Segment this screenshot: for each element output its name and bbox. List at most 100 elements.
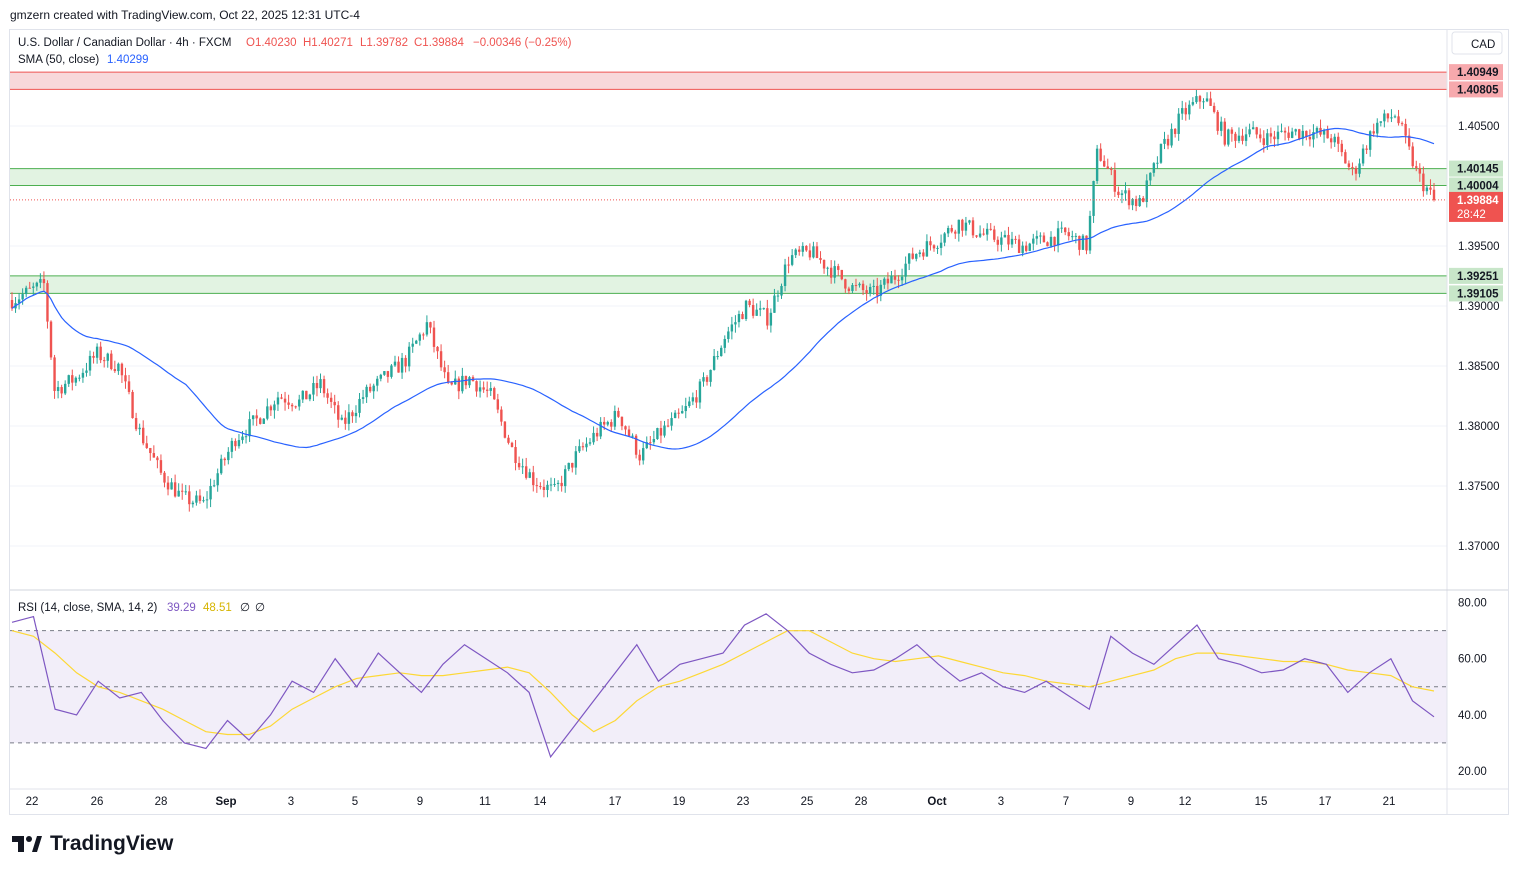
candle [478,380,482,398]
candle [1248,123,1251,138]
candle [1202,98,1205,109]
candle [42,271,46,291]
candle [677,408,680,419]
candle-body [170,482,173,490]
time-axis: 22 26 28 Sep 3 5 9 11 14 17 19 23 25 28 Oct 3 7 9 12 15 17 21 [26,796,1396,808]
support-zone [10,275,1447,294]
candle-body [556,482,560,484]
tradingview-logo-icon [12,836,42,852]
candle [1092,180,1095,223]
candle [1241,128,1244,145]
candle [159,454,163,475]
candle-body [46,283,49,322]
legend-rsi-extra2: ∅ [255,602,265,614]
candle [688,396,691,408]
candle [840,269,843,281]
candle-body [542,486,546,490]
candle [1149,172,1152,186]
candle [503,421,507,439]
candle [1166,134,1170,150]
candle [1159,143,1163,164]
currency-button[interactable] [1451,31,1503,55]
candle-body [1074,235,1078,237]
candle [1216,110,1219,135]
candle [1046,241,1049,247]
candle [649,436,652,450]
candle [63,380,67,396]
candle-body [780,286,783,296]
candle-body [868,286,872,294]
candle [510,441,514,448]
candle [773,288,776,313]
candle [1376,118,1379,138]
candle-body [287,402,290,405]
candle [1042,232,1046,243]
candle-body [450,382,453,385]
candle [1368,130,1372,157]
candle-body [840,269,843,280]
candle-body [897,279,900,281]
candle-body [936,247,939,249]
candle-body [1266,133,1269,145]
candle [801,242,804,257]
candle-body [255,415,258,419]
candle [56,380,60,399]
candle-body [439,351,443,368]
candle [1205,92,1209,103]
candle [1127,188,1131,210]
candle-body [1429,187,1432,190]
candle-body [1337,136,1340,144]
candle-body [968,220,971,223]
candle [1081,233,1085,250]
candle [248,411,251,442]
candle-body [1351,166,1354,168]
candle [181,483,184,500]
candle [1088,210,1092,254]
candle-body [60,387,63,394]
candle-body [81,372,85,378]
support-zone-price-label: 1.39105 [1457,288,1499,300]
price-tick-label: 1.38000 [1458,421,1500,433]
candle [1358,158,1361,178]
candle [961,218,964,237]
candle-body [88,355,92,371]
candle-body [1368,131,1372,150]
candle [361,389,365,404]
candle [812,241,815,259]
candle-body [1273,136,1276,140]
candle [567,462,570,472]
candle [1078,235,1081,256]
candle-body [695,397,698,403]
candle [290,403,294,412]
candle [652,430,656,445]
candle-body [627,429,631,437]
candle [1113,162,1117,197]
candle-body [581,446,585,448]
candle-body [1344,152,1347,164]
candle [404,355,407,373]
tradingview-brand[interactable]: TradingView [10,832,173,856]
candle-body [209,485,212,500]
candle-body [741,314,744,320]
chart-frame [9,29,1509,815]
candle-body [347,412,351,424]
candle-body [546,484,549,490]
candle [500,406,503,426]
candle [1404,118,1407,144]
candle [482,381,485,393]
candle-body [1003,234,1007,238]
candle-body [829,267,833,278]
candle-body [957,219,961,234]
candle [624,425,627,435]
chart-canvas[interactable]: 1.40500 1.39500 1.39000 1.38500 1.38000 1.375… [0,0,1519,820]
candle-body [1166,138,1170,146]
candle [471,375,475,382]
candle-body [1142,197,1145,202]
candle [81,368,85,383]
legend-high: H1.40271 [303,37,353,49]
candle-body [53,357,56,391]
candle-body [1262,138,1265,145]
candle-body [723,338,726,348]
candle-body [163,472,166,483]
candle [524,457,528,480]
